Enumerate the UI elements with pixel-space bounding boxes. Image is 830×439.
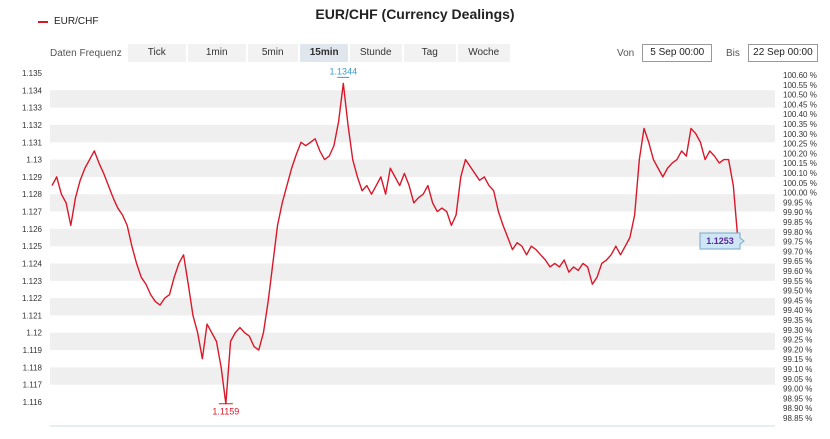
y2-tick-label: 100.30 % [783, 130, 817, 139]
y-tick-label: 1.124 [22, 259, 43, 268]
tab-15min[interactable]: 15min [299, 44, 348, 62]
y2-tick-label: 99.60 % [783, 267, 812, 276]
grid-band [50, 332, 775, 351]
y-tick-label: 1.125 [22, 242, 43, 251]
y2-tick-label: 100.15 % [783, 159, 817, 168]
y-tick-label: 1.117 [23, 381, 43, 390]
y2-tick-label: 99.15 % [783, 355, 812, 364]
grid-band [50, 90, 775, 108]
y-tick-label: 1.132 [22, 121, 43, 130]
y-tick-label: 1.123 [22, 277, 43, 286]
y2-tick-label: 99.30 % [783, 326, 812, 335]
y2-tick-label: 99.55 % [783, 277, 812, 286]
grid-band [50, 263, 775, 281]
last-value-box [699, 232, 745, 250]
y2-tick-label: 100.40 % [783, 110, 817, 119]
y2-tick-label: 99.25 % [783, 336, 812, 345]
frequency-toolbar: Daten Frequenz Tick 1min 5min 15min Stun… [50, 44, 512, 62]
y-tick-label: 1.134 [22, 86, 43, 95]
y2-tick-label: 100.50 % [783, 91, 817, 100]
y-tick-label: 1.133 [22, 104, 43, 113]
y-tick-label: 1.126 [22, 225, 43, 234]
from-date-field[interactable]: 5 Sep 00:00 [642, 44, 713, 62]
y2-tick-label: 100.00 % [783, 189, 817, 198]
tab-1min[interactable]: 1min [187, 44, 246, 62]
y2-tick-label: 100.55 % [783, 81, 817, 90]
tab-stunde[interactable]: Stunde [349, 44, 402, 62]
y-tick-label: 1.131 [22, 138, 43, 147]
tab-woche[interactable]: Woche [457, 44, 510, 62]
y2-tick-label: 99.65 % [783, 257, 812, 266]
tab-tag[interactable]: Tag [403, 44, 456, 62]
y2-tick-label: 99.05 % [783, 375, 812, 384]
y2-tick-label: 99.00 % [783, 385, 812, 394]
y2-tick-label: 100.05 % [783, 179, 817, 188]
y2-tick-label: 98.95 % [783, 394, 812, 403]
y2-tick-label: 99.85 % [783, 218, 812, 227]
y2-tick-label: 99.40 % [783, 306, 812, 315]
y2-tick-label: 99.75 % [783, 238, 812, 247]
chart-title: EUR/CHF (Currency Dealings) [315, 6, 515, 22]
y2-tick-label: 100.10 % [783, 169, 817, 178]
grid-band [50, 159, 775, 177]
y-tick-label: 1.13 [26, 156, 42, 165]
to-date-field[interactable]: 22 Sep 00:00 [747, 44, 818, 62]
grid-band [50, 194, 775, 212]
legend: EUR/CHF [38, 16, 98, 27]
grid-band [50, 124, 775, 143]
series-line-eurchf [51, 82, 739, 405]
y-tick-label: 1.119 [23, 346, 43, 355]
range-to: Bis 22 Sep 00:00 [726, 44, 818, 62]
y2-tick-label: 98.85 % [783, 414, 812, 423]
max-value-label: 1.1344 [330, 66, 358, 76]
y2-tick-label: 99.20 % [783, 345, 812, 354]
y2-tick-label: 99.80 % [783, 228, 812, 237]
y2-tick-label: 99.95 % [783, 198, 812, 207]
y-tick-label: 1.121 [22, 311, 43, 320]
last-value-label: 1.1253 [706, 236, 734, 246]
range-from: Von 5 Sep 00:00 [617, 44, 713, 62]
y2-tick-label: 100.45 % [783, 100, 817, 109]
tab-tick[interactable]: Tick [127, 44, 186, 62]
y2-tick-label: 99.10 % [783, 365, 812, 374]
y2-tick-label: 99.35 % [783, 316, 812, 325]
tab-5min[interactable]: 5min [247, 44, 298, 62]
y2-tick-label: 99.50 % [783, 287, 812, 296]
y-tick-label: 1.122 [22, 294, 43, 303]
y2-tick-label: 100.20 % [783, 149, 817, 158]
frequency-label: Daten Frequenz [50, 47, 122, 59]
y2-tick-label: 100.25 % [783, 140, 817, 149]
y-tick-label: 1.12 [26, 329, 42, 338]
legend-swatch [38, 20, 48, 23]
y-tick-label: 1.116 [23, 398, 43, 407]
y2-tick-label: 99.45 % [783, 296, 812, 305]
y2-tick-label: 98.90 % [783, 404, 812, 413]
grid-band [50, 367, 775, 385]
y2-tick-label: 99.90 % [783, 208, 812, 217]
y-tick-label: 1.135 [22, 69, 43, 78]
min-value-label: 1.1159 [212, 407, 239, 417]
legend-series-label: EUR/CHF [54, 16, 99, 27]
to-label: Bis [726, 47, 740, 59]
grid-band [50, 228, 775, 247]
y2-tick-label: 100.60 % [783, 71, 817, 80]
y2-tick-label: 99.70 % [783, 247, 812, 256]
y-tick-label: 1.129 [22, 173, 43, 182]
y-tick-label: 1.118 [23, 363, 43, 372]
grid-band [50, 298, 775, 316]
from-label: Von [617, 47, 635, 59]
y2-tick-label: 100.35 % [783, 120, 817, 129]
y-tick-label: 1.128 [22, 190, 43, 199]
y-tick-label: 1.127 [22, 208, 43, 217]
